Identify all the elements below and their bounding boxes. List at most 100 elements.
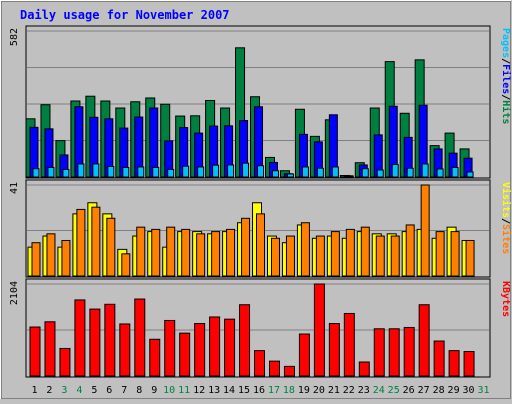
bar-pages-day-17 <box>271 170 279 178</box>
bar-sites-day-17 <box>270 237 280 277</box>
bar-sites-day-24 <box>375 235 385 277</box>
legend-item-kbytes: KBytes <box>500 281 511 317</box>
bar-pages-day-8 <box>137 166 145 178</box>
bar-pages-day-11 <box>182 165 190 178</box>
bar-kbytes-day-4 <box>74 299 86 377</box>
bar-pages-day-1 <box>32 168 40 178</box>
bar-pages-day-10 <box>167 168 175 178</box>
bar-sites-day-29 <box>450 231 460 277</box>
bar-pages-day-4 <box>77 163 85 178</box>
bar-sites-day-1 <box>31 242 41 277</box>
bar-files-day-9 <box>149 107 159 178</box>
bar-sites-day-10 <box>166 226 176 277</box>
bar-sites-day-5 <box>91 206 101 277</box>
x-axis-labels: 1 2 3 4 5 6 7 8 9 10 11 12 13 14 15 16 17 18 19 20 21 22 23 24 2… <box>31 385 489 396</box>
bar-kbytes-day-11 <box>179 332 191 377</box>
y-axis-max-label: 41 <box>9 182 20 194</box>
x-tick-label-day-7: 7 <box>121 385 127 396</box>
bar-sites-day-25 <box>390 235 400 277</box>
bar-pages-day-14 <box>227 164 235 178</box>
bar-pages-day-29 <box>451 166 459 178</box>
x-tick-label-day-28: 28 <box>433 385 445 396</box>
bar-sites-day-7 <box>121 253 131 277</box>
bar-kbytes-day-5 <box>89 308 101 377</box>
bar-pages-day-5 <box>92 163 100 178</box>
bar-pages-day-27 <box>421 163 429 178</box>
bar-kbytes-day-2 <box>44 321 56 377</box>
bar-pages-day-18 <box>286 173 294 178</box>
legend-sites-visits: Visits/Sites <box>500 182 512 254</box>
bar-sites-day-9 <box>151 228 161 277</box>
bar-pages-day-2 <box>47 166 55 178</box>
x-tick-label-day-31: 31 <box>477 385 489 396</box>
x-tick-label-day-21: 21 <box>328 385 340 396</box>
x-tick-label-day-8: 8 <box>136 385 142 396</box>
bar-pages-day-22 <box>346 175 354 178</box>
bar-sites-day-14 <box>226 228 236 277</box>
x-tick-label-day-14: 14 <box>223 385 235 396</box>
bar-sites-day-3 <box>61 239 71 277</box>
bar-pages-day-16 <box>257 165 265 178</box>
x-tick-label-day-2: 2 <box>46 385 52 396</box>
legend-kbytes: KBytes <box>500 281 511 317</box>
x-tick-label-day-19: 19 <box>298 385 310 396</box>
bar-pages-day-3 <box>62 168 70 178</box>
bar-kbytes-day-30 <box>463 351 475 377</box>
bar-sites-day-8 <box>136 226 146 277</box>
bar-kbytes-day-18 <box>283 365 295 377</box>
legend-item-pages: Pages <box>500 28 511 58</box>
bar-pages-day-13 <box>212 164 220 178</box>
legend-separator: / <box>500 218 511 224</box>
bar-kbytes-day-17 <box>268 360 280 377</box>
x-tick-label-day-13: 13 <box>208 385 220 396</box>
legend-item-sites: Sites <box>500 224 512 254</box>
bar-kbytes-day-15 <box>239 304 251 377</box>
bar-kbytes-day-9 <box>149 338 161 377</box>
bar-kbytes-day-22 <box>343 312 355 377</box>
bar-pages-day-25 <box>391 163 399 178</box>
bar-kbytes-day-24 <box>373 328 385 377</box>
bar-kbytes-day-25 <box>388 328 400 377</box>
bar-pages-day-26 <box>406 167 414 178</box>
bar-sites-day-22 <box>345 228 355 277</box>
bar-sites-day-26 <box>405 224 415 277</box>
panel-pages-files-hits: 582 Pages/Files/Hits <box>9 25 512 179</box>
bar-pages-day-19 <box>301 166 309 178</box>
x-tick-label-day-17: 17 <box>268 385 280 396</box>
bar-sites-day-16 <box>256 213 266 277</box>
bar-sites-day-11 <box>181 228 191 277</box>
bar-kbytes-day-8 <box>134 298 146 377</box>
bar-sites-day-18 <box>285 235 295 277</box>
bar-kbytes-day-12 <box>194 323 206 377</box>
legend-item-visits: Visits <box>500 182 512 218</box>
bar-sites-day-4 <box>76 208 86 277</box>
y-axis-max-label: 2104 <box>9 281 20 305</box>
bar-pages-day-15 <box>242 162 250 178</box>
panel-kbytes: 2104 KBytes <box>9 278 511 378</box>
bar-pages-day-6 <box>107 165 115 178</box>
x-tick-label-day-9: 9 <box>151 385 157 396</box>
chart-title: Daily usage for November 2007 <box>20 8 230 22</box>
legend-item-files: Files <box>500 64 512 94</box>
bar-kbytes-day-21 <box>328 323 340 377</box>
x-tick-label-day-12: 12 <box>193 385 205 396</box>
bar-pages-day-7 <box>122 166 130 178</box>
x-tick-label-day-24: 24 <box>373 385 385 396</box>
x-tick-label-day-27: 27 <box>418 385 430 396</box>
bar-sites-day-23 <box>360 226 370 277</box>
x-tick-label-day-1: 1 <box>31 385 37 396</box>
bar-kbytes-day-1 <box>29 326 41 377</box>
bar-pages-day-21 <box>331 166 339 178</box>
y-axis-max-label: 582 <box>9 28 20 46</box>
bar-kbytes-day-20 <box>313 283 325 377</box>
bar-kbytes-day-23 <box>358 361 370 377</box>
bar-sites-day-12 <box>196 233 206 277</box>
bar-pages-day-24 <box>376 169 384 178</box>
bar-pages-day-9 <box>152 166 160 178</box>
bar-sites-day-30 <box>465 239 475 277</box>
x-tick-label-day-20: 20 <box>313 385 325 396</box>
x-tick-label-day-5: 5 <box>91 385 97 396</box>
legend-separator: / <box>500 58 511 64</box>
bar-kbytes-day-19 <box>298 333 310 377</box>
